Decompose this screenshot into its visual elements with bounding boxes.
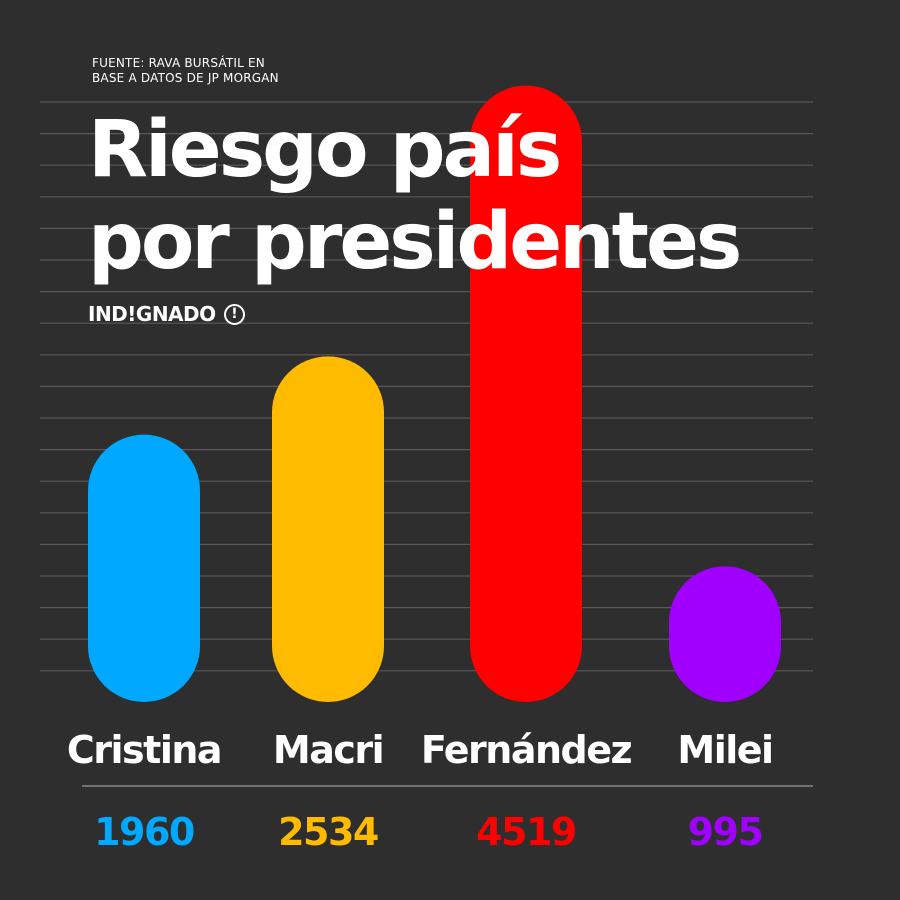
value-label: 995 xyxy=(688,810,763,854)
source-note: FUENTE: RAVA BURSÁTIL EN BASE A DATOS DE… xyxy=(92,56,352,86)
bar-cristina xyxy=(88,434,200,702)
category-label: Cristina xyxy=(67,728,221,772)
value-label: 4519 xyxy=(476,810,576,854)
title-line-2: por presidentes xyxy=(88,197,742,287)
title-line-1: Riesgo país xyxy=(88,105,562,195)
value-labels: 1960 2534 4519 995 xyxy=(94,810,764,854)
value-label: 1960 xyxy=(94,810,194,854)
brand-name: IND!GNADO xyxy=(88,302,216,326)
bar-macri xyxy=(272,356,384,702)
chart-title: Riesgo país por presidentes xyxy=(88,104,848,288)
category-label: Fernández xyxy=(421,728,632,772)
bars xyxy=(88,85,781,702)
category-label: Macri xyxy=(273,728,383,772)
value-label: 2534 xyxy=(278,810,378,854)
category-labels: Cristina Macri Fernández Milei xyxy=(67,728,774,772)
source-line-1: FUENTE: RAVA BURSÁTIL EN xyxy=(92,56,265,70)
bar-fernandez xyxy=(470,85,582,702)
exclamation-circle-icon: ! xyxy=(223,303,245,325)
brand-logo: IND!GNADO ! xyxy=(88,302,245,326)
source-line-2: BASE A DATOS DE JP MORGAN xyxy=(92,71,279,85)
bar-milei xyxy=(669,566,781,702)
category-label: Milei xyxy=(677,728,772,772)
